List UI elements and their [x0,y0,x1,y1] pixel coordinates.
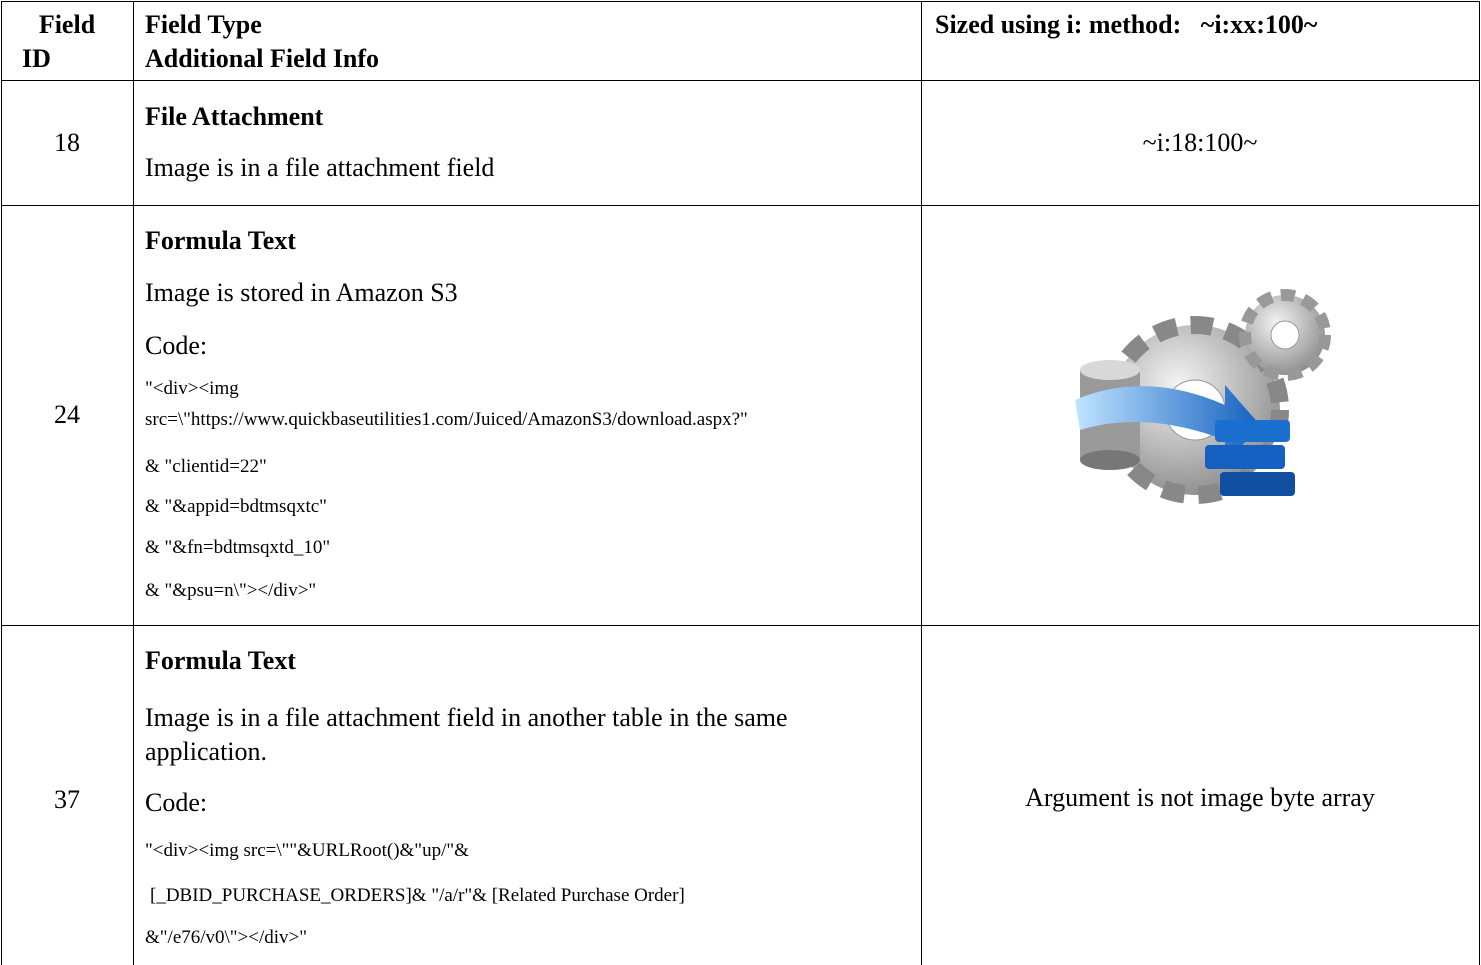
border [133,1,134,965]
code-line: [_DBID_PURCHASE_ORDERS]& "/a/r"& [Relate… [150,885,685,906]
field-id: 24 [54,400,80,429]
border [1,80,1479,81]
field-info: Image is in a file attachment field in a… [145,703,788,766]
code-line: & "&fn=bdtmsqxtd_10" [145,537,331,558]
field-info: Image is in a file attachment field [145,153,495,182]
code-line: & "&appid=bdtmsqxtc" [145,496,327,517]
field-type: File Attachment [145,102,324,131]
result: Argument is not image byte array [1025,783,1375,812]
code-line: & "clientid=22" [145,456,267,477]
field-info: Image is stored in Amazon S3 [145,278,458,307]
border [1,1,2,965]
code-label: Code: [145,788,208,817]
header-cell: Sized using i: method: ~i:xx:100~ [935,10,1318,39]
border [1,625,1479,626]
header-cell: Field [38,10,96,39]
field-id: 18 [54,128,80,157]
border [921,1,922,965]
header-cell: Field Type [145,10,262,39]
border [1479,1,1480,965]
header-cell: ID [22,44,51,73]
field-id: 37 [54,785,80,814]
image-icon [1075,289,1331,504]
code-line: "<div><img [145,378,239,399]
result: ~i:18:100~ [1142,128,1258,157]
field-type: Formula Text [145,226,296,255]
border [1,205,1479,206]
header-cell: Additional Field Info [145,44,380,73]
field-type: Formula Text [145,646,296,675]
border [1,1,1479,2]
code-line: &"/e76/v0\"></div>" [145,927,308,948]
code-line: "<div><img src=\""&URLRoot()&"up/"& [145,840,469,861]
code-line: & "&psu=n\"></div>" [145,580,317,601]
code-label: Code: [145,331,208,360]
code-line: src=\"https://www.quickbaseutilities1.co… [145,409,748,430]
